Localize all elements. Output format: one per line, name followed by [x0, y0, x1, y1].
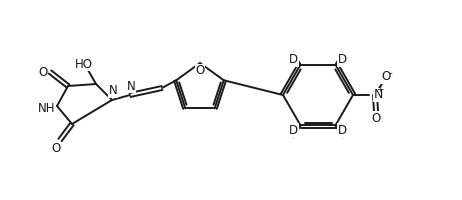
- Text: O: O: [381, 71, 391, 84]
- Text: N: N: [127, 79, 135, 92]
- Text: NH: NH: [38, 102, 56, 114]
- Text: HO: HO: [75, 58, 93, 71]
- Text: D: D: [338, 124, 347, 137]
- Text: O: O: [38, 66, 48, 78]
- Text: D: D: [338, 53, 347, 66]
- Text: +: +: [376, 86, 384, 95]
- Text: N: N: [109, 84, 117, 98]
- Text: O: O: [371, 112, 381, 124]
- Text: D: D: [289, 53, 298, 66]
- Text: O: O: [195, 64, 205, 77]
- Text: O: O: [51, 142, 61, 154]
- Text: -: -: [388, 68, 392, 78]
- Text: N: N: [374, 88, 383, 102]
- Text: D: D: [289, 124, 298, 137]
